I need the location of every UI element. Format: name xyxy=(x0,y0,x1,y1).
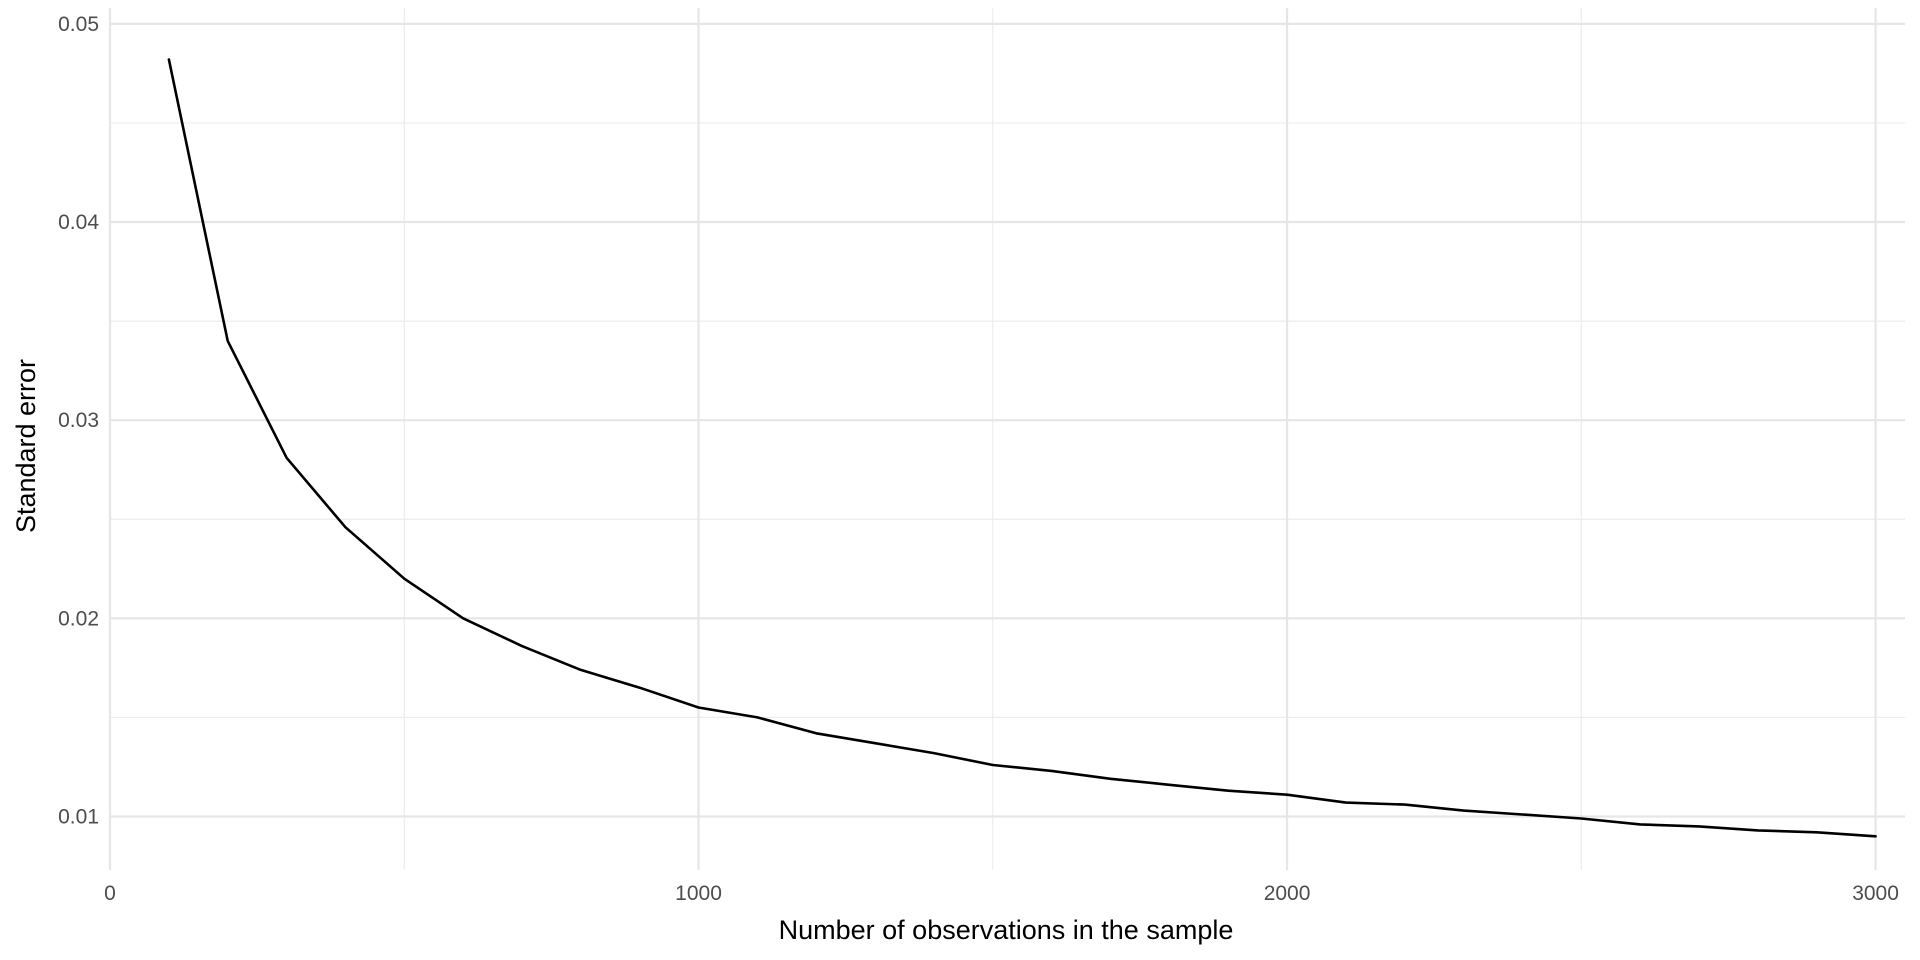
x-tick-label: 2000 xyxy=(1264,882,1311,905)
series-line xyxy=(167,58,1877,838)
y-tick-label: 0.01 xyxy=(58,805,99,828)
minor-gridlines-x xyxy=(403,8,1582,870)
y-tick-labels: 0.01 0.02 0.03 0.04 0.05 xyxy=(58,13,99,829)
x-tick-label: 0 xyxy=(104,882,116,905)
x-axis-title: Number of observations in the sample xyxy=(779,915,1234,945)
major-gridlines-y xyxy=(110,22,1905,818)
y-tick-label: 0.05 xyxy=(58,13,99,36)
major-gridlines-x xyxy=(108,8,1877,870)
series-layer xyxy=(167,58,1877,838)
x-tick-label: 1000 xyxy=(675,882,722,905)
x-tick-labels: 0 1000 2000 3000 xyxy=(104,882,1899,905)
minor-gridlines-y xyxy=(110,122,1905,719)
y-tick-label: 0.03 xyxy=(58,409,99,432)
y-axis-title: Standard error xyxy=(11,359,41,533)
y-tick-label: 0.02 xyxy=(58,607,99,630)
y-tick-label: 0.04 xyxy=(58,211,99,234)
x-tick-label: 3000 xyxy=(1852,882,1899,905)
